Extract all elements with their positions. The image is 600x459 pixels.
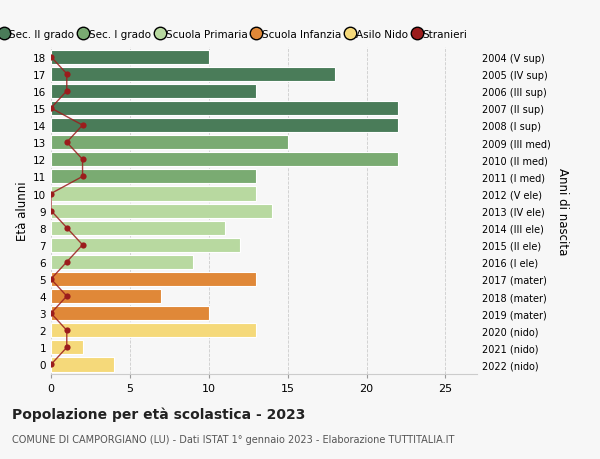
Point xyxy=(46,207,56,215)
Point xyxy=(62,327,71,334)
Y-axis label: Età alunni: Età alunni xyxy=(16,181,29,241)
Bar xyxy=(51,170,256,184)
Bar xyxy=(51,102,398,116)
Bar xyxy=(51,153,398,167)
Point xyxy=(46,105,56,112)
Text: Popolazione per età scolastica - 2023: Popolazione per età scolastica - 2023 xyxy=(12,406,305,421)
Bar xyxy=(51,50,209,65)
Point xyxy=(78,156,88,163)
Point xyxy=(62,88,71,95)
Point xyxy=(46,361,56,369)
Bar xyxy=(51,272,256,286)
Point xyxy=(46,190,56,198)
Point xyxy=(62,139,71,146)
Bar xyxy=(51,255,193,269)
Point xyxy=(78,174,88,181)
Bar xyxy=(51,307,209,320)
Point xyxy=(62,259,71,266)
Point xyxy=(46,310,56,317)
Point xyxy=(62,71,71,78)
Bar xyxy=(51,238,241,252)
Text: COMUNE DI CAMPORGIANO (LU) - Dati ISTAT 1° gennaio 2023 - Elaborazione TUTTITALI: COMUNE DI CAMPORGIANO (LU) - Dati ISTAT … xyxy=(12,434,454,444)
Bar xyxy=(51,290,161,303)
Bar xyxy=(51,324,256,337)
Point xyxy=(78,122,88,129)
Bar xyxy=(51,221,224,235)
Point xyxy=(62,344,71,351)
Bar xyxy=(51,119,398,133)
Bar xyxy=(51,358,114,372)
Bar xyxy=(51,341,83,355)
Bar xyxy=(51,136,287,150)
Bar xyxy=(51,187,256,201)
Bar xyxy=(51,67,335,82)
Bar xyxy=(51,85,256,99)
Bar xyxy=(51,204,272,218)
Y-axis label: Anni di nascita: Anni di nascita xyxy=(556,168,569,255)
Point xyxy=(62,293,71,300)
Point xyxy=(78,241,88,249)
Point xyxy=(46,276,56,283)
Legend: Sec. II grado, Sec. I grado, Scuola Primaria, Scuola Infanzia, Asilo Nido, Stran: Sec. II grado, Sec. I grado, Scuola Prim… xyxy=(0,26,472,44)
Point xyxy=(46,54,56,61)
Point xyxy=(62,224,71,232)
